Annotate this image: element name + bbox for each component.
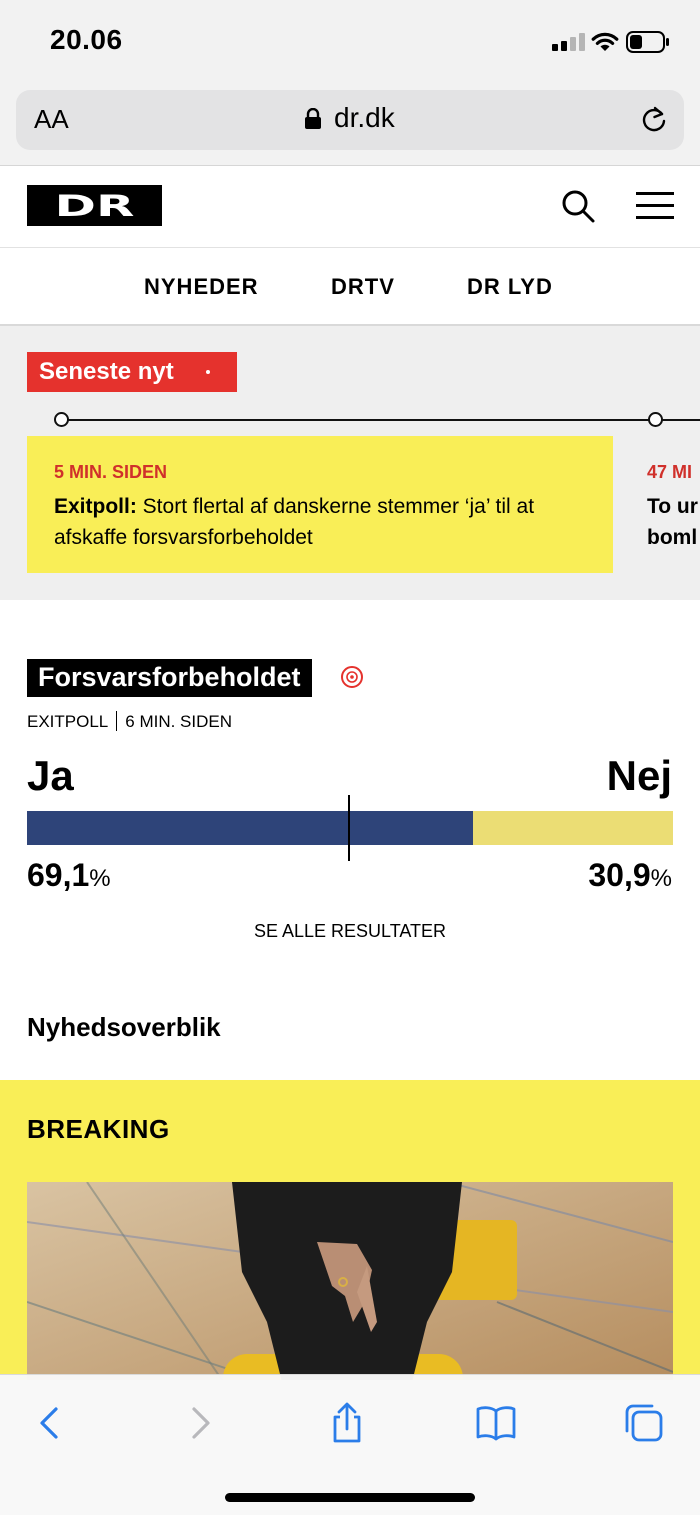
- live-dot-icon: [206, 370, 210, 374]
- poll-topic-label[interactable]: Forsvarsforbeholdet: [27, 659, 312, 697]
- breaking-section: BREAKING: [0, 1080, 700, 1380]
- news-card-title-text: Stort flertal af danskerne stemmer ‘ja’ …: [54, 495, 535, 549]
- timeline-line: [60, 419, 700, 421]
- nav-item-dr-lyd[interactable]: DR LYD: [467, 274, 553, 299]
- home-indicator: [225, 1493, 475, 1502]
- url-text[interactable]: dr.dk: [334, 102, 395, 133]
- back-icon[interactable]: [28, 1401, 72, 1445]
- browser-address-area: AA dr.dk: [0, 84, 700, 166]
- reload-icon[interactable]: [638, 104, 670, 136]
- poll-yes-unit: %: [89, 865, 111, 892]
- nav-item-drtv[interactable]: DRTV: [331, 274, 395, 299]
- status-time: 20.06: [50, 24, 123, 55]
- news-card-title-line: boml: [647, 526, 698, 549]
- address-bar[interactable]: AA dr.dk: [16, 90, 684, 150]
- lock-icon: [305, 108, 321, 129]
- poll-no-percent: 30,9%: [588, 857, 672, 894]
- news-card-title-prefix: Exitpoll:: [54, 495, 137, 518]
- see-all-results-link[interactable]: SE ALLE RESULTATER: [253, 921, 447, 941]
- poll-no-unit: %: [650, 865, 672, 892]
- poll-yes-bar: [27, 811, 473, 845]
- battery-icon: [626, 31, 669, 53]
- poll-yes-label: Ja: [27, 752, 74, 799]
- bookmarks-icon[interactable]: [474, 1401, 518, 1445]
- news-card-title: To ur boml: [647, 491, 700, 553]
- news-card[interactable]: 5 MIN. SIDEN Exitpoll: Stort flertal af …: [27, 436, 613, 573]
- timeline-node: [648, 412, 663, 427]
- status-bar: 20.06: [0, 0, 700, 84]
- poll-meta: EXITPOLL 6 MIN. SIDEN: [27, 711, 232, 732]
- poll-no-value: 30,9: [588, 857, 651, 893]
- poll-majority-line: [348, 795, 350, 861]
- search-icon[interactable]: [560, 188, 596, 224]
- breaking-news-photo[interactable]: [27, 1182, 673, 1380]
- latest-news-section: Seneste nyt 5 MIN. SIDEN Exitpoll: Stort…: [0, 326, 700, 600]
- hamburger-menu-icon[interactable]: [636, 192, 676, 222]
- dr-logo-text: DR: [55, 189, 135, 223]
- site-header: DR: [0, 166, 700, 248]
- news-card-title: Exitpoll: Stort flertal af danskerne ste…: [54, 491, 587, 553]
- share-icon[interactable]: [325, 1401, 369, 1445]
- dr-logo[interactable]: DR: [27, 185, 162, 226]
- latest-news-badge: Seneste nyt: [27, 352, 237, 392]
- poll-result-bar[interactable]: [27, 811, 673, 845]
- main-nav: NYHEDER DRTV DR LYD: [0, 248, 700, 326]
- poll-yes-percent: 69,1%: [27, 857, 111, 894]
- news-card-title-line: To ur: [647, 495, 698, 518]
- tabs-icon[interactable]: [622, 1401, 666, 1445]
- nav-item-nyheder[interactable]: NYHEDER: [144, 274, 259, 299]
- text-size-button[interactable]: AA: [34, 104, 69, 134]
- poll-yes-value: 69,1: [27, 857, 90, 893]
- latest-news-badge-label: Seneste nyt: [39, 358, 174, 385]
- news-card[interactable]: 47 MI To ur boml: [634, 436, 700, 573]
- browser-toolbar: [0, 1374, 700, 1515]
- poll-no-label: Nej: [606, 752, 672, 799]
- breaking-heading: BREAKING: [27, 1114, 170, 1144]
- wifi-icon: [591, 32, 619, 51]
- news-overview-heading: Nyhedsoverblik: [27, 1012, 221, 1042]
- forward-icon[interactable]: [178, 1401, 222, 1445]
- poll-meta-separator: [116, 711, 118, 731]
- poll-meta-time: 6 MIN. SIDEN: [125, 712, 233, 731]
- live-target-icon: [341, 666, 363, 688]
- cellular-signal-icon: [552, 33, 586, 51]
- news-card-time: 5 MIN. SIDEN: [54, 462, 168, 482]
- timeline-node: [54, 412, 69, 427]
- news-card-time: 47 MI: [647, 462, 693, 482]
- poll-meta-type: EXITPOLL: [27, 712, 109, 731]
